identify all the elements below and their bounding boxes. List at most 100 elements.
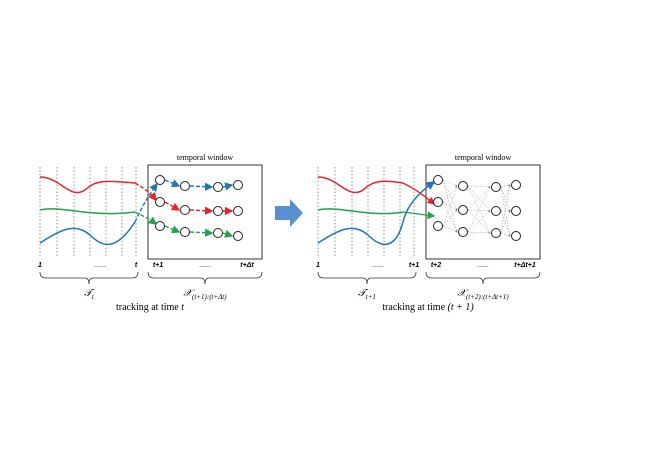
link — [402, 211, 436, 220]
candidate-link — [442, 209, 458, 227]
candidate-link — [442, 185, 458, 203]
detection-node — [213, 228, 223, 238]
candidate-link — [500, 210, 511, 234]
link — [164, 179, 181, 188]
time-tick: t+1 — [153, 262, 163, 269]
tick-dots: ...... — [199, 262, 211, 269]
candidate-link — [467, 185, 491, 188]
candidate-link — [500, 184, 511, 188]
detection-node — [433, 221, 443, 231]
candidate-link — [442, 201, 458, 211]
math-label: 𝒳(t+2):(t+Δt+1) — [457, 288, 509, 300]
math-subscript: (t+1):(t+Δt) — [192, 293, 227, 301]
candidate-link — [500, 186, 511, 237]
detection-node — [233, 231, 243, 241]
detection-node — [511, 206, 521, 216]
math-label: 𝒳(t+1):(t+Δt) — [183, 288, 227, 300]
detection-node — [180, 227, 190, 237]
caption-text: tracking at time — [116, 302, 179, 313]
candidate-link — [500, 232, 511, 237]
brace — [317, 271, 417, 285]
detection-node — [511, 231, 521, 241]
math-label: 𝒯t+1 — [358, 288, 376, 300]
math-symbol: 𝒯 — [84, 288, 95, 299]
link — [222, 182, 234, 191]
link — [164, 225, 181, 234]
trajectory — [39, 221, 136, 246]
trajectory — [39, 176, 136, 194]
detection-node — [213, 182, 223, 192]
candidate-link — [500, 210, 511, 237]
math-subscript: t+1 — [366, 293, 376, 301]
caption-math: (t + 1) — [448, 302, 475, 313]
candidate-link — [467, 231, 491, 234]
link — [189, 182, 214, 191]
candidate-link — [500, 184, 511, 234]
time-tick: 1 — [38, 262, 42, 269]
candidate-link — [467, 209, 491, 212]
detection-node — [433, 197, 443, 207]
candidate-link — [442, 179, 458, 187]
math-subscript: (t+2):(t+Δt+1) — [466, 293, 509, 301]
detection-node — [458, 181, 468, 191]
time-tick: t+Δt — [240, 262, 254, 269]
trajectory — [317, 221, 404, 246]
caption: tracking at time (t + 1) — [382, 302, 474, 313]
trajectory — [317, 176, 404, 194]
math-label: 𝒯t — [84, 288, 95, 300]
time-tick: t+1 — [409, 262, 419, 269]
link — [402, 182, 435, 205]
detection-node — [433, 175, 443, 185]
candidate-link — [467, 185, 491, 234]
math-symbol: 𝒳 — [183, 288, 195, 299]
detection-node — [491, 228, 501, 238]
detection-node — [458, 205, 468, 215]
link — [402, 181, 436, 223]
math-subscript: t — [92, 293, 95, 301]
tick-dots: ...... — [477, 262, 489, 269]
detection-node — [155, 197, 165, 207]
candidate-link — [442, 179, 458, 211]
detection-node — [233, 180, 243, 190]
brace — [39, 271, 139, 285]
detection-node — [180, 181, 190, 191]
candidate-link — [467, 210, 491, 233]
brace — [147, 271, 263, 285]
link — [134, 182, 158, 223]
detection-node — [155, 221, 165, 231]
link — [222, 229, 234, 238]
trajectory — [39, 208, 136, 215]
caption-math: t — [181, 302, 184, 313]
detection-node — [213, 206, 223, 216]
detection-node — [511, 180, 521, 190]
candidate-link — [467, 185, 491, 212]
caption-text: tracking at time — [382, 302, 445, 313]
caption: tracking at time t — [116, 302, 184, 313]
time-tick: t+2 — [431, 262, 441, 269]
time-tick: t — [135, 262, 138, 269]
window-title: temporal window — [177, 153, 233, 162]
trajectory — [317, 208, 404, 215]
math-symbol: 𝒳 — [457, 288, 469, 299]
time-tick: t+Δt+1 — [514, 262, 536, 269]
window-title: temporal window — [455, 153, 511, 162]
candidate-link — [442, 225, 458, 233]
window-box — [425, 164, 541, 260]
brace — [425, 271, 541, 285]
panel: temporal window 1...... t+1 t+2...... t+Δt+1… — [316, 153, 541, 313]
candidate-link — [500, 186, 511, 212]
candidate-link — [467, 186, 491, 211]
detection-node — [155, 175, 165, 185]
tick-dots: ...... — [372, 262, 384, 269]
transition-arrow — [275, 199, 303, 227]
detection-node — [491, 182, 501, 192]
tick-dots: ...... — [94, 262, 106, 269]
candidate-link — [467, 186, 491, 233]
link — [189, 228, 214, 237]
candidate-link — [442, 201, 458, 233]
link — [134, 211, 158, 225]
detection-node — [458, 227, 468, 237]
detection-node — [491, 206, 501, 216]
